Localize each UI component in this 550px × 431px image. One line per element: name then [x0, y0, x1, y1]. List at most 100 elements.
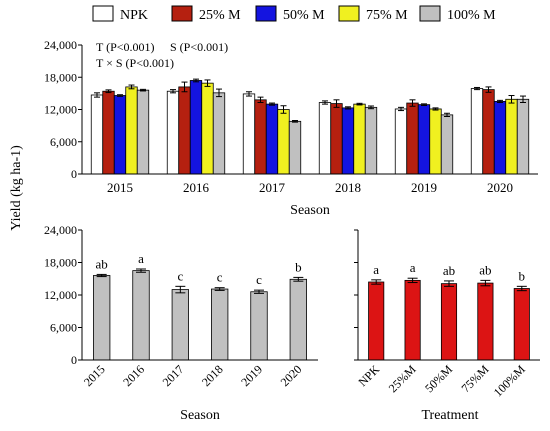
bar-2020-50M — [493, 101, 507, 175]
legend-label-25m: 25% M — [199, 8, 241, 23]
top-x-tick-label: 2018 — [335, 180, 361, 195]
bl-y-tick-label: 0 — [71, 353, 77, 367]
legend-swatch-75m — [338, 5, 360, 22]
top-x-ticks: 2015 2016 2017 2018 2019 2020 — [107, 180, 513, 195]
bar-2019-NPK — [394, 108, 408, 175]
br-significance-letter: a — [410, 260, 416, 275]
bottom-left-x-ticks: 2015 2016 2017 2018 2019 2020 — [81, 362, 305, 389]
bl-y-tick-label: 18,000 — [44, 256, 77, 270]
top-error-bars — [94, 78, 526, 123]
bar-2020-100M — [516, 98, 530, 175]
bottom-left-x-axis-label: Season — [180, 408, 220, 423]
top-x-tick-label: 2017 — [259, 180, 286, 195]
bottom-right-panel: a a ab ab b NPK 25%M 50%M 75%M 100%M Treatment — [354, 229, 540, 423]
bl-y-tick-label: 12,000 — [44, 288, 77, 302]
legend-label-75m: 75% M — [366, 8, 408, 23]
legend-label-npk: NPK — [120, 8, 148, 23]
br-bar-25M — [404, 279, 421, 361]
legend-swatch-100m — [419, 5, 441, 22]
bl-significance-letter: b — [295, 259, 302, 274]
top-y-tick-label: 0 — [71, 167, 77, 181]
bl-x-tick-label: 2017 — [160, 362, 187, 389]
bar-2017-50M — [265, 103, 279, 175]
annotation-t: T (P<0.001) — [96, 40, 155, 54]
br-x-tick-label: 50%M — [422, 362, 455, 395]
bar-2018-NPK — [318, 102, 332, 175]
bar-2018-100M — [364, 106, 378, 175]
br-x-tick-label: NPK — [355, 362, 382, 389]
bar-2019-100M — [440, 114, 454, 175]
br-bar-100M — [513, 288, 530, 361]
bar-2015-25M — [102, 90, 115, 175]
bl-bar-2017 — [171, 289, 189, 361]
bl-significance-letter: a — [138, 251, 144, 266]
bar-2017-NPK — [242, 93, 256, 175]
top-y-ticks: 0 6,000 12,000 18,000 24,000 — [44, 38, 82, 181]
bottom-left-letters: ab a c c c b — [96, 251, 302, 287]
br-significance-letter: a — [373, 262, 379, 277]
annotation-txs: T × S (P<0.001) — [96, 56, 174, 70]
br-bar-NPK — [368, 281, 385, 361]
bar-2018-50M — [341, 107, 355, 175]
bar-2018-75M — [353, 103, 366, 175]
br-x-tick-label: 75%M — [459, 362, 492, 395]
top-y-tick-label: 6,000 — [50, 135, 77, 149]
bottom-right-bars — [368, 279, 530, 361]
bl-x-tick-label: 2015 — [81, 362, 108, 389]
bottom-left-error-bars — [96, 268, 304, 294]
bar-2016-NPK — [166, 90, 180, 175]
bottom-left-bars — [93, 270, 307, 361]
bottom-right-y-ticks — [354, 229, 358, 361]
bl-bar-2019 — [250, 291, 268, 361]
bl-bar-2016 — [132, 270, 150, 361]
annotation-s: S (P<0.001) — [170, 40, 228, 54]
y-axis-label: Yield (kg ha-1) — [9, 145, 24, 231]
bl-x-tick-label: 2016 — [120, 362, 147, 389]
bar-2019-25M — [406, 102, 419, 175]
bl-bar-2020 — [289, 278, 307, 361]
bar-2015-75M — [125, 86, 138, 175]
legend: NPK 25% M 50% M 75% M 100% M — [92, 5, 496, 23]
bar-2015-50M — [113, 95, 127, 175]
br-significance-letter: ab — [479, 262, 491, 277]
top-y-tick-label: 12,000 — [44, 103, 77, 117]
br-significance-letter: ab — [443, 263, 455, 278]
top-y-tick-label: 18,000 — [44, 70, 77, 84]
bottom-right-x-axis-label: Treatment — [421, 408, 478, 423]
bar-2016-75M — [201, 82, 214, 175]
br-bar-50M — [440, 283, 458, 361]
top-x-axis-label: Season — [290, 203, 330, 218]
br-significance-letter: b — [519, 268, 526, 283]
legend-label-50m: 50% M — [283, 8, 325, 23]
top-x-tick-label: 2020 — [487, 180, 513, 195]
bl-bar-2018 — [211, 288, 229, 361]
bl-x-tick-label: 2020 — [278, 362, 305, 389]
bottom-right-error-bars — [371, 277, 527, 292]
br-x-tick-label: 25%M — [386, 362, 419, 395]
top-bars — [90, 80, 530, 175]
bar-2016-50M — [189, 80, 203, 175]
bl-significance-letter: ab — [96, 256, 108, 271]
bar-2020-25M — [482, 89, 495, 175]
bl-bar-2015 — [93, 275, 111, 361]
bar-2015-100M — [136, 89, 150, 175]
top-x-tick-label: 2015 — [107, 180, 133, 195]
bar-2020-NPK — [470, 88, 484, 175]
top-panel: 0 6,000 12,000 18,000 24,000 2015 2016 2017 201… — [44, 38, 538, 218]
bar-2017-100M — [288, 120, 302, 175]
bl-significance-letter: c — [177, 268, 183, 283]
top-x-tick-label: 2016 — [183, 180, 210, 195]
bar-2019-50M — [417, 104, 431, 175]
legend-swatch-25m — [171, 5, 193, 22]
bar-2017-75M — [277, 109, 290, 175]
bottom-right-letters: a a ab ab b — [373, 260, 525, 283]
bar-2015-NPK — [90, 94, 104, 175]
bar-2016-25M — [178, 86, 191, 175]
bottom-left-y-ticks: 0 6,000 12,000 18,000 24,000 — [44, 223, 82, 367]
top-y-tick-label: 24,000 — [44, 38, 77, 52]
bl-y-tick-label: 6,000 — [50, 321, 77, 335]
legend-label-100m: 100% M — [447, 8, 496, 23]
bl-x-tick-label: 2019 — [238, 362, 265, 389]
bar-2017-25M — [254, 99, 267, 175]
